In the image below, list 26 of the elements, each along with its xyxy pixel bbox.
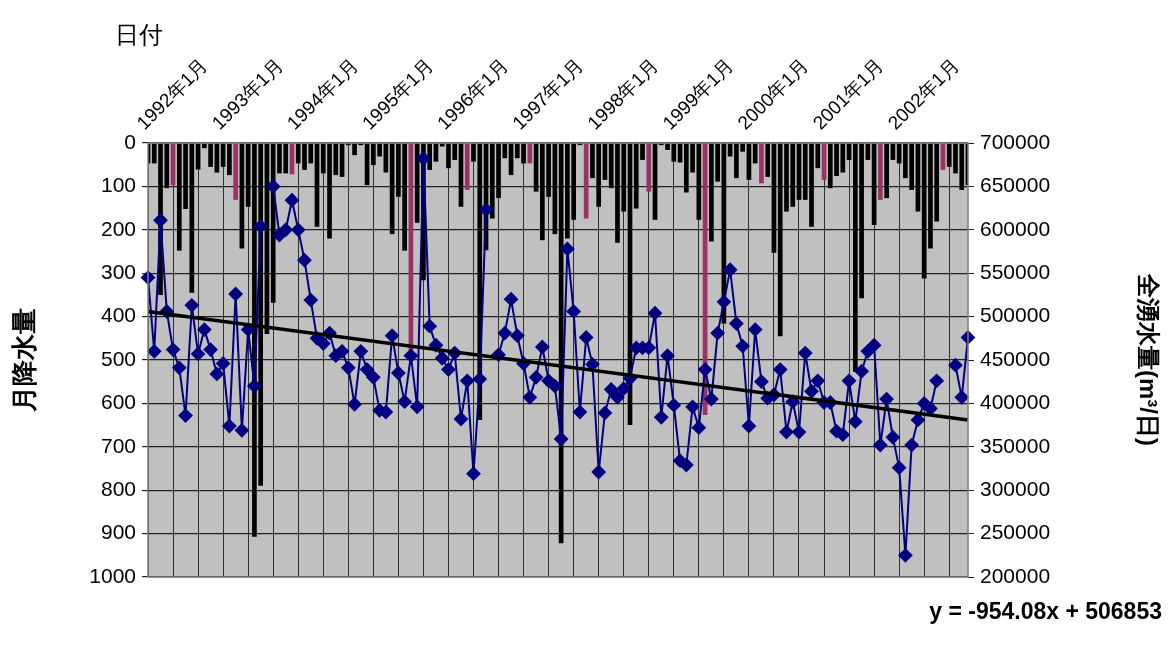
y2-tick-label: 200000 bbox=[980, 563, 1051, 587]
y-tick-label: 100 bbox=[100, 173, 136, 197]
y-tick-label: 1000 bbox=[89, 563, 136, 587]
y2-axis-title: 全湧水量(m³/日) bbox=[1134, 273, 1162, 446]
y-tick-label: 0 bbox=[124, 129, 136, 153]
y-tick-label: 200 bbox=[100, 216, 136, 240]
y-tick-label: 300 bbox=[100, 260, 136, 283]
y2-tick-label: 500000 bbox=[980, 303, 1051, 327]
y2-tick-label: 450000 bbox=[980, 346, 1051, 370]
y-tick-label: 900 bbox=[100, 520, 136, 544]
y-tick-label: 500 bbox=[100, 346, 136, 370]
y2-tick-label: 550000 bbox=[980, 260, 1051, 283]
x-axis-title: 日付 bbox=[115, 20, 163, 48]
text: y = -954.08x + 506853 bbox=[929, 598, 1162, 625]
y2-tick-label: 250000 bbox=[980, 520, 1051, 544]
y-tick-label: 800 bbox=[100, 477, 136, 500]
y-axis-title: 月降水量 bbox=[8, 308, 39, 413]
y2-tick-label: 700000 bbox=[980, 129, 1051, 153]
y2-tick-label: 650000 bbox=[980, 173, 1051, 197]
y2-tick-label: 300000 bbox=[980, 477, 1051, 500]
y-tick-label: 700 bbox=[100, 433, 136, 457]
y-tick-label: 400 bbox=[100, 303, 136, 327]
y2-tick-label: 600000 bbox=[980, 216, 1051, 240]
y2-tick-label: 400000 bbox=[980, 390, 1051, 414]
y2-tick-label: 350000 bbox=[980, 433, 1051, 457]
y-tick-label: 600 bbox=[100, 390, 136, 414]
